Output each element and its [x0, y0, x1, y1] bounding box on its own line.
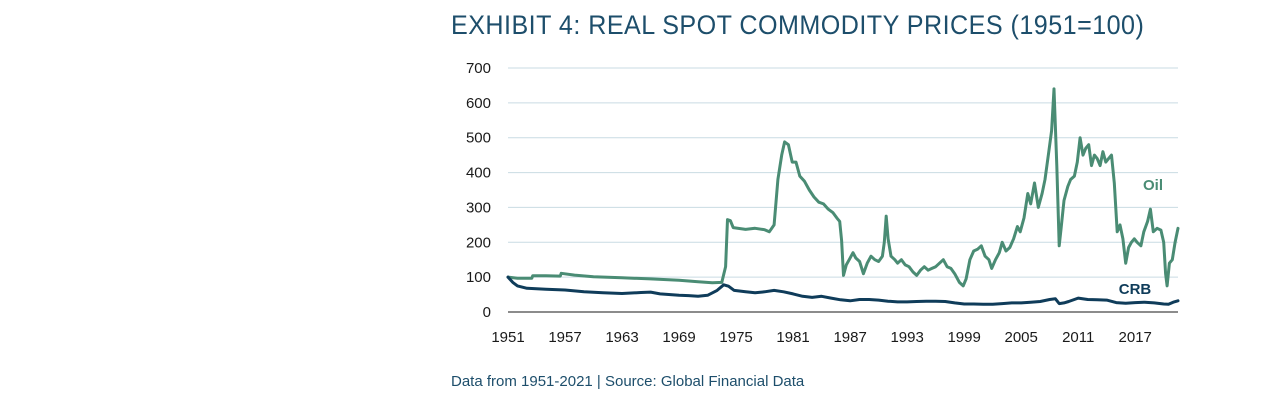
- x-tick-label: 2005: [1005, 329, 1038, 346]
- source-footnote: Data from 1951-2021 | Source: Global Fin…: [451, 373, 805, 390]
- y-tick-label: 0: [483, 304, 491, 321]
- x-tick-label: 1951: [491, 329, 524, 346]
- x-tick-label: 1969: [662, 329, 695, 346]
- series-lines: [506, 87, 1180, 306]
- y-tick-label: 300: [466, 199, 491, 216]
- x-tick-label: 1957: [548, 329, 581, 346]
- x-tick-label: 1963: [605, 329, 638, 346]
- series-labels: Oil CRB: [1119, 177, 1163, 298]
- x-tick-label: 1993: [890, 329, 923, 346]
- x-tick-label: 2017: [1119, 329, 1152, 346]
- y-tick-label: 400: [466, 165, 491, 182]
- x-tick-label: 1975: [719, 329, 752, 346]
- series-label-oil: Oil: [1143, 177, 1163, 194]
- y-tick-label: 700: [466, 60, 491, 77]
- y-tick-label: 600: [466, 95, 491, 112]
- y-tick-label: 100: [466, 269, 491, 286]
- series-line-oil: [506, 87, 1180, 288]
- chart-title: EXHIBIT 4: REAL SPOT COMMODITY PRICES (1…: [451, 10, 1145, 40]
- series-label-crb: CRB: [1119, 281, 1152, 298]
- x-tick-label: 2011: [1062, 329, 1094, 346]
- x-tick-label: 1999: [947, 329, 980, 346]
- x-tick-label: 1981: [776, 329, 809, 346]
- series-line-crb: [506, 275, 1180, 306]
- y-tick-label: 200: [466, 234, 491, 251]
- x-tick-label: 1987: [833, 329, 866, 346]
- axes: 0 100 200 300 400 500 600 700 1951 1957 1963 1969 19…: [466, 60, 1178, 346]
- y-tick-label: 500: [466, 130, 491, 147]
